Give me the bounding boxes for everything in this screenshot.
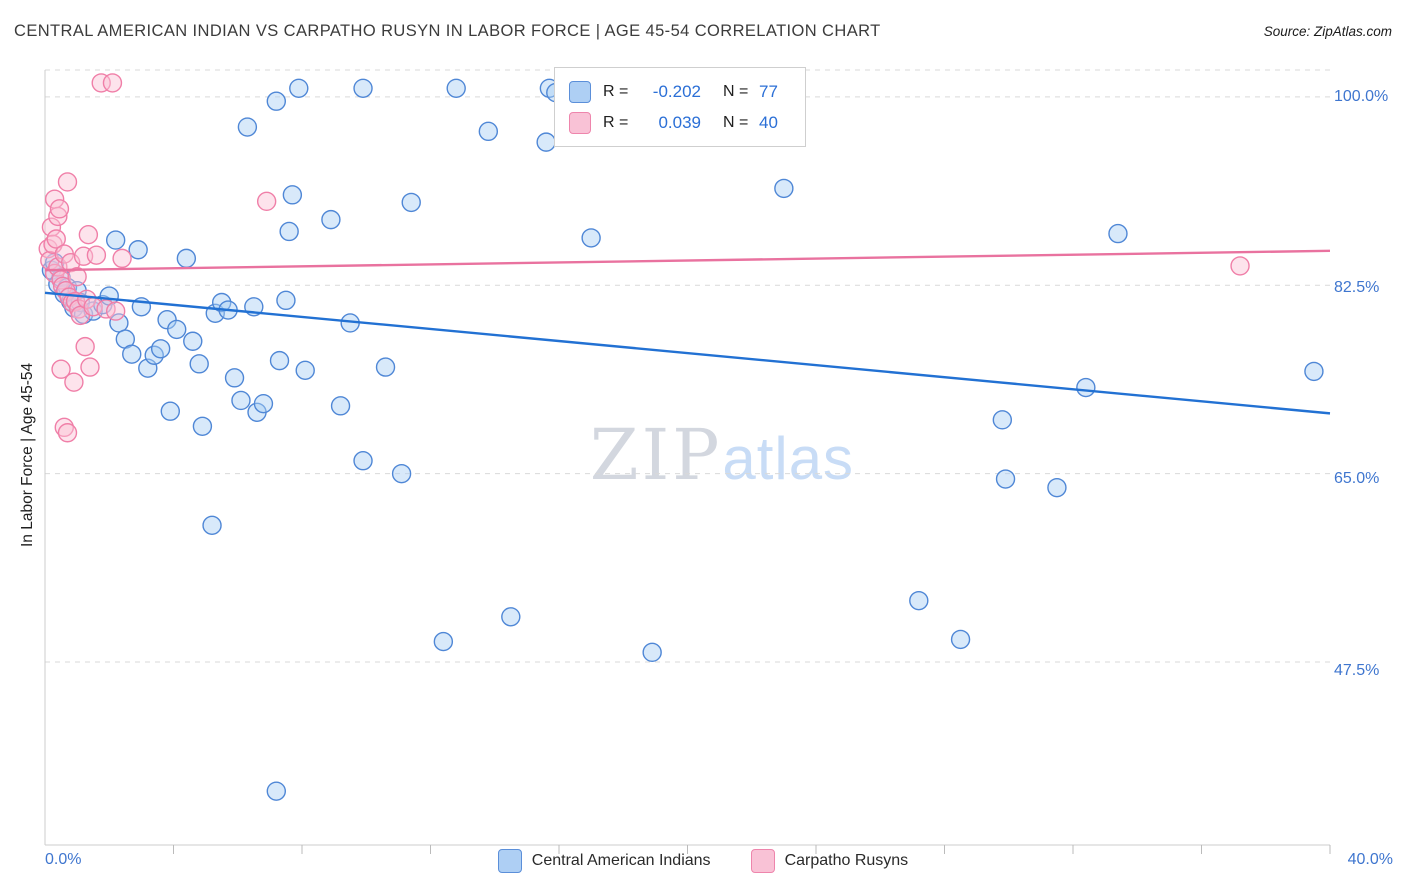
r-value: 0.039 — [658, 112, 701, 132]
blue-series-swatch — [569, 80, 591, 103]
n-value: 40 — [759, 112, 778, 132]
r-label: R = — [603, 113, 629, 131]
legend-label: Central American Indians — [531, 852, 711, 869]
y-tick-label-100: 100.0% — [1334, 88, 1389, 105]
correlation-legend: R = -0.202 N = 77 R = 0.039 N = 40 — [554, 67, 806, 147]
y-tick-label-65: 65.0% — [1334, 470, 1380, 487]
x-tick-label-right: 40.0% — [1347, 851, 1393, 868]
legend-row-central-american-indians: R = -0.202 N = 77 — [569, 78, 789, 105]
legend-row-carpatho-rusyns: R = 0.039 N = 40 — [569, 109, 789, 136]
bottom-legend: Central American Indians Carpatho Rusyns — [0, 849, 1406, 873]
blue-legend-swatch — [497, 849, 522, 873]
n-label: N = — [723, 113, 749, 131]
y-tick-label-47-5: 47.5% — [1334, 662, 1380, 679]
legend-item-carpatho-rusyns: Carpatho Rusyns — [750, 849, 909, 873]
y-tick-label-82-5: 82.5% — [1334, 279, 1380, 296]
pink-legend-swatch — [750, 849, 775, 873]
chart-title: CENTRAL AMERICAN INDIAN VS CARPATHO RUSY… — [14, 22, 881, 40]
n-label: N = — [723, 82, 749, 100]
n-value: 77 — [759, 81, 778, 101]
source-link[interactable]: Source: ZipAtlas.com — [1263, 24, 1392, 39]
pink-series-swatch — [569, 111, 591, 134]
legend-item-central-american-indians: Central American Indians — [497, 849, 711, 873]
r-value: -0.202 — [652, 81, 701, 101]
legend-label: Carpatho Rusyns — [784, 852, 909, 869]
x-tick-label-left: 0.0% — [45, 851, 82, 868]
r-label: R = — [603, 82, 629, 100]
